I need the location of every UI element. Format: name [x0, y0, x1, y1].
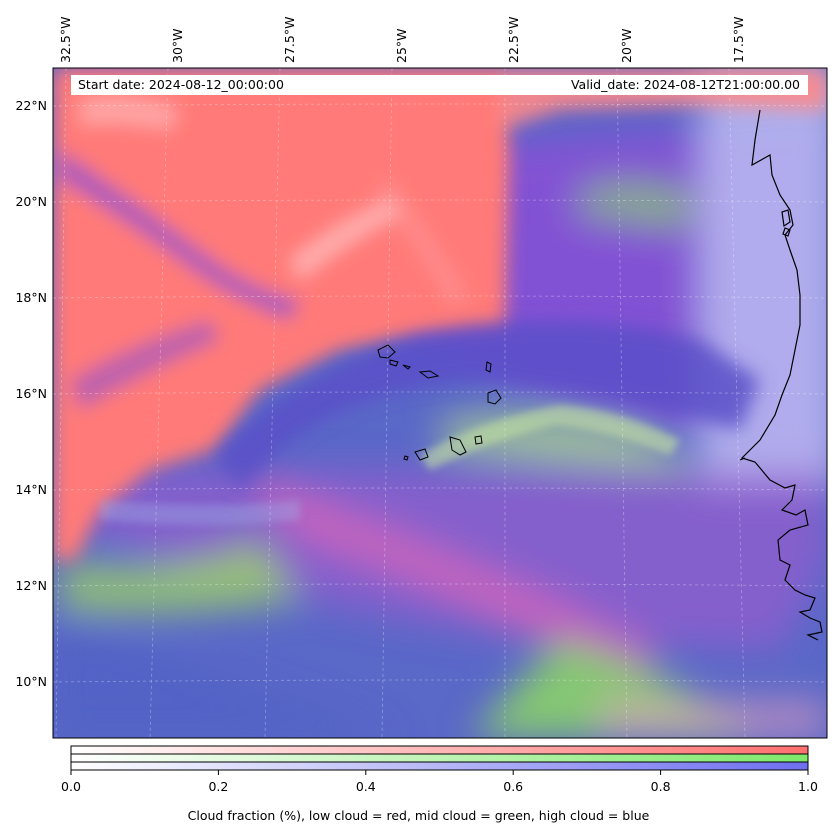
- start-date: Start date: 2024-08-12_00:00:00: [78, 77, 284, 92]
- graticule: [53, 68, 827, 738]
- latitude-label: 10°N: [15, 674, 47, 689]
- map-frame: [52, 67, 828, 739]
- colorbar-tick-label: 0.6: [503, 779, 524, 794]
- latitude-label: 22°N: [15, 98, 47, 113]
- valid-date: Valid_date: 2024-08-12T21:00:00.00: [570, 77, 800, 92]
- coastline: [739, 109, 823, 641]
- colorbar-tick-label: 0.4: [355, 779, 376, 794]
- latitude-label: 16°N: [15, 386, 47, 401]
- cloud-fraction-field: [53, 68, 827, 738]
- longitude-label: 25°W: [394, 28, 409, 63]
- latitude-label: 20°N: [15, 194, 47, 209]
- colorbar-mid-cloud: [71, 754, 808, 762]
- latitude-label: 12°N: [15, 578, 47, 593]
- date-banner: [71, 75, 808, 95]
- longitude-label: 17.5°W: [731, 16, 746, 63]
- colorbar-tick-label: 1.0: [798, 779, 818, 794]
- longitude-label: 22.5°W: [506, 16, 521, 63]
- colorbar-title: Cloud fraction (%), low cloud = red, mid…: [187, 808, 650, 823]
- longitude-label: 20°W: [619, 28, 634, 63]
- longitude-label: 27.5°W: [282, 16, 297, 63]
- colorbar-tick-label: 0.8: [650, 779, 671, 794]
- colorbar: [70, 745, 809, 775]
- colorbar-high-cloud: [71, 762, 808, 770]
- colorbar-low-cloud: [71, 746, 808, 754]
- colorbar-tick-label: 0.2: [208, 779, 229, 794]
- longitude-label: 30°W: [170, 28, 185, 63]
- colorbar-tick-label: 0.0: [61, 779, 81, 794]
- cape-verde-islands: [377, 344, 502, 461]
- longitude-label: 32.5°W: [58, 16, 73, 63]
- latitude-label: 18°N: [15, 290, 47, 305]
- latitude-label: 14°N: [15, 482, 47, 497]
